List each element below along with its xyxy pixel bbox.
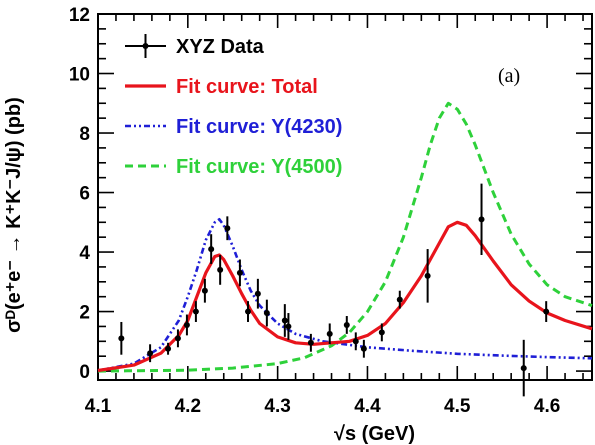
x-tick-label: 4.6	[534, 396, 560, 417]
fit-curves	[97, 101, 593, 373]
data-point	[543, 308, 550, 315]
y-tick-label: 0	[79, 362, 90, 383]
data-point	[174, 335, 181, 342]
y-tick-label: 12	[69, 5, 90, 26]
data-point	[201, 287, 208, 294]
legend-label: XYZ Data	[176, 36, 265, 58]
x-tick-label: 4.5	[444, 396, 471, 417]
y-axis-title: σᴰ(e⁺e⁻ → K⁺K⁻J/ψ) (pb)	[3, 97, 25, 333]
data-point	[326, 330, 333, 337]
data-point	[217, 266, 224, 273]
data-point	[396, 296, 403, 303]
x-axis-title: √s (GeV)	[334, 423, 415, 445]
y-tick-label: 2	[79, 303, 90, 324]
data-point	[254, 290, 261, 297]
legend-label: Fit curve: Y(4500)	[176, 156, 342, 178]
legend: XYZ Data Fit curve: Total Fit curve: Y(423…	[125, 34, 342, 178]
data-point	[424, 272, 431, 279]
data-point	[118, 335, 125, 342]
data-points	[118, 183, 550, 397]
data-point	[285, 323, 292, 330]
x-tick-label: 4.3	[264, 396, 290, 417]
legend-label: Fit curve: Total	[176, 76, 318, 98]
data-point	[224, 225, 231, 232]
data-point	[192, 308, 199, 315]
plot-frame	[97, 13, 593, 381]
data-point	[281, 317, 288, 324]
data-point	[244, 308, 251, 315]
y-tick-label: 4	[79, 243, 90, 264]
legend-label: Fit curve: Y(4230)	[176, 116, 342, 138]
data-point	[378, 329, 385, 336]
plot-axes	[97, 13, 593, 381]
y-tick-label: 8	[79, 124, 90, 145]
data-point	[263, 310, 270, 317]
data-point	[236, 269, 243, 276]
legend-data-marker	[142, 43, 149, 49]
x-tick-label: 4.4	[354, 396, 381, 417]
data-point	[360, 345, 367, 352]
data-point	[343, 321, 350, 328]
x-tick-label: 4.2	[175, 396, 201, 417]
curve-dashed	[97, 101, 593, 373]
curve-dashdot	[97, 218, 593, 372]
data-point	[147, 350, 154, 357]
data-point	[352, 338, 359, 345]
data-point	[183, 321, 190, 328]
panel-label: (a)	[498, 65, 520, 87]
data-point	[307, 339, 314, 346]
x-tick-label: 4.1	[85, 396, 112, 417]
tick-labels: 4.1 4.2 4.3 4.4 4.5 4.6 0 2 4 6 8 10 12	[69, 5, 560, 417]
data-point	[165, 345, 172, 352]
data-point	[520, 365, 527, 372]
y-tick-label: 6	[79, 184, 90, 205]
data-point	[478, 216, 485, 223]
y-tick-label: 10	[69, 65, 90, 86]
curve-solid	[97, 220, 593, 373]
data-point	[208, 246, 215, 253]
axis-ticks	[97, 13, 592, 380]
